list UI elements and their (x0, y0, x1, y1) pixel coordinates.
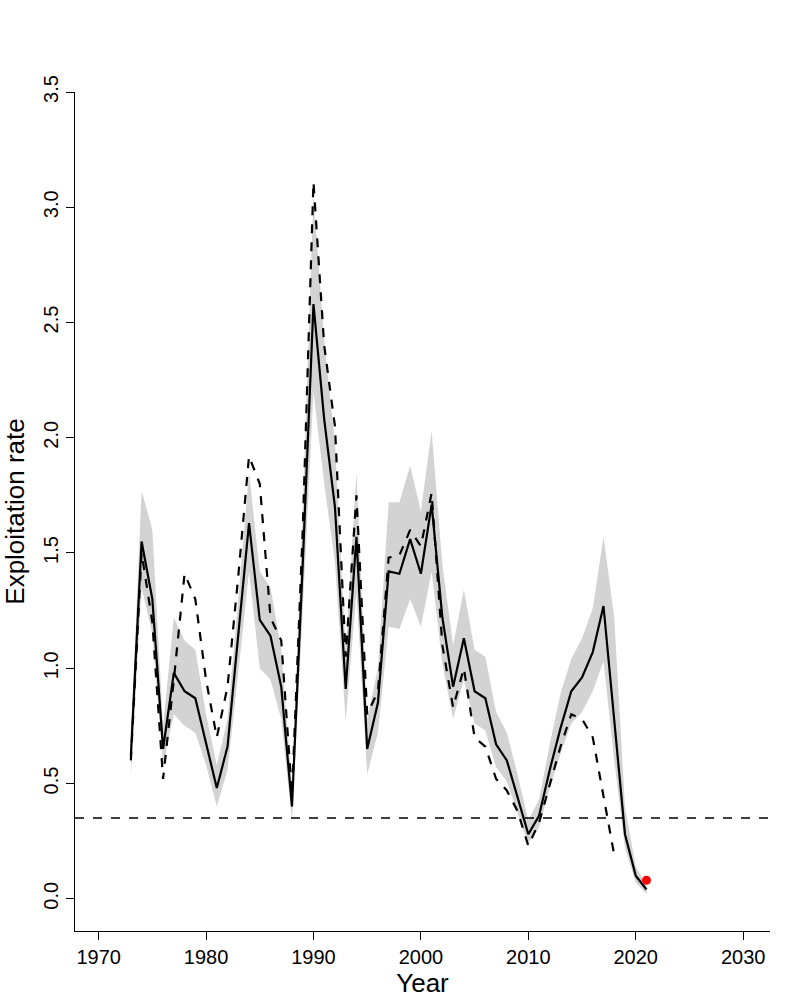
svg-text:1.0: 1.0 (40, 651, 62, 679)
svg-text:2000: 2000 (399, 946, 444, 968)
svg-text:1990: 1990 (291, 946, 336, 968)
svg-text:1980: 1980 (184, 946, 229, 968)
svg-text:2030: 2030 (721, 946, 766, 968)
svg-text:1970: 1970 (76, 946, 121, 968)
svg-text:1.5: 1.5 (40, 536, 62, 564)
svg-text:3.5: 3.5 (40, 75, 62, 103)
svg-text:2020: 2020 (613, 946, 658, 968)
svg-text:2010: 2010 (506, 946, 551, 968)
svg-text:3.0: 3.0 (40, 190, 62, 218)
svg-text:2.0: 2.0 (40, 421, 62, 449)
svg-text:2.5: 2.5 (40, 306, 62, 334)
svg-text:Exploitation rate: Exploitation rate (0, 418, 30, 604)
svg-text:0.5: 0.5 (40, 767, 62, 795)
svg-text:0.0: 0.0 (40, 882, 62, 910)
svg-text:Year: Year (396, 968, 449, 998)
